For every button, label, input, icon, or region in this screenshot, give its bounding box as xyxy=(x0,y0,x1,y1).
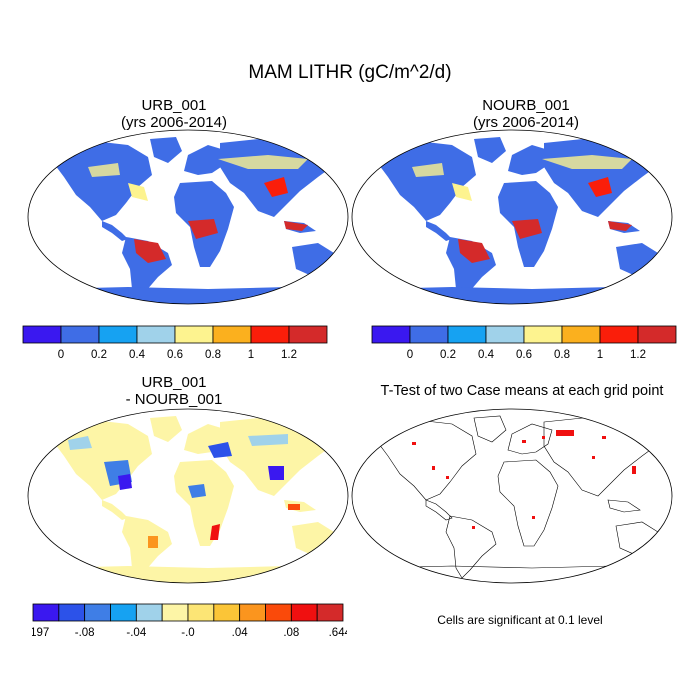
colorbar-diff-tick-label-1: -.08 xyxy=(75,627,95,639)
panel-title-urb-line2: (yrs 2006-2014) xyxy=(121,114,227,131)
colorbar-urb-swatch-3 xyxy=(136,325,176,344)
colorbar-nourb-swatch-7 xyxy=(637,325,677,344)
ttest-note: Cells are significant at 0.1 level xyxy=(437,613,603,627)
map-diff xyxy=(27,408,349,584)
colorbar-diff-swatch-0 xyxy=(32,603,60,622)
colorbar-urb-tick-label-6: 1.2 xyxy=(281,349,297,361)
colorbar-diff-swatch-4 xyxy=(135,603,163,622)
colorbar-nourb-swatch-5 xyxy=(561,325,601,344)
colorbar-nourb-swatch-3 xyxy=(485,325,525,344)
colorbar-urb-swatch-0 xyxy=(22,325,62,344)
main-title: MAM LITHR (gC/m^2/d) xyxy=(248,62,452,83)
colorbar-urb-tick-label-2: 0.4 xyxy=(129,349,146,361)
colorbar-diff-swatch-6 xyxy=(187,603,215,622)
colorbar-diff-tick-label-2: -.04 xyxy=(126,627,146,639)
colorbar-nourb-swatch-6 xyxy=(599,325,639,344)
colorbar-urb-swatch-1 xyxy=(60,325,100,344)
colorbar-nourb-swatch-2 xyxy=(447,325,487,344)
map-ttest xyxy=(351,408,673,584)
panel-title-diff-line2: - NOURB_001 xyxy=(125,391,223,408)
colorbar-diff-swatch-3 xyxy=(110,603,137,622)
panel-title-urb-line1: URB_001 xyxy=(141,97,207,114)
panel-title-diff-line1: URB_001 xyxy=(141,374,207,391)
colorbar-nourb-swatch-0 xyxy=(371,325,411,344)
colorbar-nourb-tick-label-3: 0.6 xyxy=(516,349,532,361)
colorbar-nourb: 0 0.2 0.4 0.6 0.8 1 1.2 xyxy=(371,325,677,361)
colorbar-urb-tick-label-0: 0 xyxy=(58,349,64,361)
map-urb xyxy=(27,129,349,305)
colorbar-urb: 0 0.2 0.4 0.6 0.8 1 1.2 xyxy=(22,325,328,361)
colorbar-diff-swatch-7 xyxy=(213,603,241,622)
panel-title-nourb: NOURB_001 (yrs 2006-2014) xyxy=(436,97,616,131)
colorbar-diff-swatch-2 xyxy=(84,603,111,622)
colorbar-urb-swatch-5 xyxy=(212,325,252,344)
colorbar-diff-tick-label-4: .04 xyxy=(232,627,249,639)
colorbar-diff-tick-label-5: .08 xyxy=(283,627,299,639)
colorbar-diff-swatch-5 xyxy=(161,603,189,622)
colorbar-diff-swatch-9 xyxy=(265,603,292,622)
colorbar-diff: .-6197 -.08 -.04 -.0 .04 .08 .6443 xyxy=(32,603,347,639)
colorbar-urb-tick-label-5: 1 xyxy=(248,349,254,361)
colorbar-nourb-tick-label-4: 0.8 xyxy=(554,349,570,361)
panel-title-ttest: T-Test of two Case means at each grid po… xyxy=(380,383,664,399)
colorbar-nourb-tick-label-2: 0.4 xyxy=(478,349,495,361)
colorbar-diff-tick-label-3: -.0 xyxy=(181,627,194,639)
colorbar-diff-swatch-1 xyxy=(58,603,86,622)
panel-title-diff: URB_001 - NOURB_001 xyxy=(84,374,264,408)
colorbar-nourb-tick-label-0: 0 xyxy=(407,349,413,361)
colorbar-diff-swatch-10 xyxy=(290,603,318,622)
colorbar-diff-swatch-8 xyxy=(239,603,266,622)
colorbar-urb-tick-label-3: 0.6 xyxy=(167,349,183,361)
colorbar-nourb-tick-label-6: 1.2 xyxy=(630,349,646,361)
colorbar-nourb-tick-label-5: 1 xyxy=(597,349,603,361)
colorbar-urb-swatch-6 xyxy=(250,325,290,344)
colorbar-nourb-tick-label-1: 0.2 xyxy=(440,349,456,361)
panel-title-nourb-line1: NOURB_001 xyxy=(482,97,570,114)
colorbar-nourb-swatch-1 xyxy=(409,325,449,344)
colorbar-urb-tick-label-1: 0.2 xyxy=(91,349,107,361)
colorbar-diff-tick-label-6: .6443 xyxy=(329,627,347,639)
colorbar-diff-swatch-11 xyxy=(316,603,344,622)
colorbar-diff-tick-label-0: .-6197 xyxy=(32,627,49,639)
panel-title-urb: URB_001 (yrs 2006-2014) xyxy=(84,97,264,131)
colorbar-urb-swatch-2 xyxy=(98,325,138,344)
panel-title-nourb-line2: (yrs 2006-2014) xyxy=(473,114,579,131)
colorbar-urb-swatch-4 xyxy=(174,325,214,344)
map-nourb xyxy=(351,129,673,305)
colorbar-urb-swatch-7 xyxy=(288,325,328,344)
colorbar-nourb-swatch-4 xyxy=(523,325,563,344)
colorbar-urb-tick-label-4: 0.8 xyxy=(205,349,221,361)
